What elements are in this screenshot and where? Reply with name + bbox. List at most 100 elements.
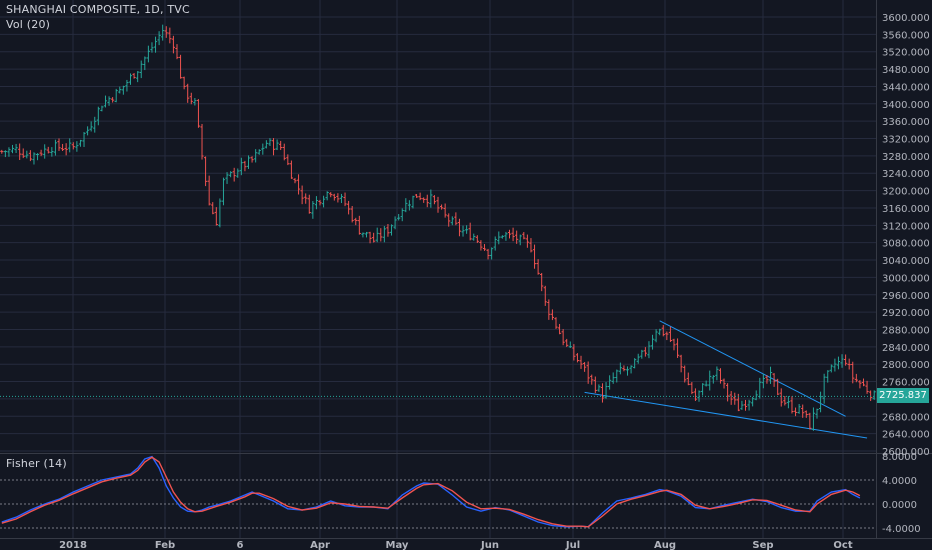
price-tick-label: 2640.000 [882, 430, 930, 441]
ohlc-bar [557, 323, 562, 335]
ohlc-bar [786, 396, 790, 409]
ohlc-bar [275, 139, 279, 151]
ohlc-bar [454, 212, 458, 226]
ohlc-bar [225, 172, 229, 184]
price-tick-label: 3280.000 [882, 152, 930, 163]
ohlc-bar [751, 397, 755, 407]
ohlc-bar [472, 233, 476, 241]
ohlc-bar [132, 73, 136, 79]
ohlc-bar [43, 144, 47, 159]
ohlc-bar [822, 373, 826, 404]
ohlc-bar [214, 207, 218, 226]
ohlc-bar [125, 79, 129, 92]
ohlc-bar [586, 361, 590, 384]
ohlc-bar [57, 138, 61, 151]
price-tick-label: 3440.000 [882, 82, 930, 93]
price-tick-label: 3360.000 [882, 117, 930, 128]
ohlc-bar [404, 198, 408, 213]
date-axis[interactable]: 2018 Feb 6 Apr May Jun Jul Aug Sep Oct [59, 540, 853, 550]
ohlc-bar [107, 96, 111, 106]
ohlc-bar [75, 141, 79, 152]
price-tick-label: 3520.000 [882, 48, 930, 59]
ohlc-bar [693, 388, 698, 401]
ohlc-bar [515, 230, 519, 244]
ohlc-bar [96, 106, 100, 126]
fisher-label[interactable]: Fisher (14) [6, 457, 67, 470]
ohlc-bar [582, 362, 587, 372]
ohlc-bar [186, 83, 190, 103]
price-tick-label: 3120.000 [882, 221, 930, 232]
ohlc-bar [754, 390, 758, 401]
ohlc-bar [264, 140, 268, 149]
ohlc-bar [196, 99, 201, 128]
ohlc-bar [414, 194, 419, 198]
price-tick-label: 2680.000 [882, 412, 930, 423]
ohlc-bar [250, 156, 254, 163]
ohlc-bar [647, 341, 651, 359]
ohlc-bar [293, 178, 297, 184]
date-tick-label: Aug [654, 540, 676, 550]
ohlc-bar [232, 167, 236, 182]
ohlc-bar [486, 248, 490, 260]
ohlc-bar [304, 193, 308, 204]
fisher-tick-label: 8.0000 [882, 452, 917, 463]
volume-label[interactable]: Vol (20) [6, 18, 51, 31]
ohlc-bar [611, 372, 615, 384]
ohlc-bar [686, 372, 690, 386]
ohlc-bar [722, 378, 726, 389]
ohlc-bar [836, 356, 841, 370]
ohlc-bar [861, 378, 866, 387]
price-axis[interactable]: 3600.000 3560.000 3520.000 3480.000 3440.000… [882, 13, 930, 535]
ohlc-bar [726, 383, 730, 402]
ohlc-bar [139, 60, 143, 79]
ohlc-bar [829, 364, 833, 373]
price-tick-label: 2960.000 [882, 291, 930, 302]
ohlc-bar [457, 218, 462, 237]
ohlc-bar [221, 177, 226, 206]
price-tick-label: 2600.000 [882, 447, 930, 458]
price-tick-label: 3160.000 [882, 204, 930, 215]
ohlc-bar [618, 362, 622, 375]
ohlc-bar [590, 374, 594, 385]
ohlc-bar [279, 140, 283, 151]
ohlc-bar [493, 236, 497, 251]
symbol-title[interactable]: SHANGHAI COMPOSITE, 1D, TVC [6, 3, 190, 16]
date-tick-label: May [386, 540, 409, 550]
ohlc-bar [543, 285, 547, 306]
ohlc-bar [468, 222, 472, 241]
date-tick-label: Sep [752, 540, 773, 550]
ohlc-bar [765, 375, 769, 384]
trendlines[interactable] [584, 320, 868, 439]
ohlc-bar [743, 399, 748, 411]
ohlc-bar [479, 240, 483, 251]
ohlc-bar [633, 358, 637, 369]
ohlc-bar [389, 224, 394, 236]
ohlc-bar [375, 227, 379, 243]
ohlc-bar [300, 185, 304, 205]
trendline[interactable] [659, 320, 846, 417]
ohlc-bar [203, 156, 208, 187]
ohlc-bar [261, 143, 265, 155]
ohlc-bar [532, 244, 537, 269]
ohlc-bar [329, 192, 333, 198]
price-tick-label: 3600.000 [882, 13, 930, 24]
ohlc-bar [450, 216, 454, 226]
ohlc-bar [168, 27, 172, 44]
ohlc-bar [218, 198, 222, 228]
ohlc-bar [164, 26, 168, 38]
ohlc-bar [729, 391, 733, 405]
ohlc-bar [257, 149, 261, 155]
ohlc-bar [797, 404, 801, 414]
ohlc-bar [704, 380, 708, 387]
ohlc-bar [53, 139, 58, 156]
ohlc-bar [715, 366, 719, 381]
ohlc-bar [668, 326, 673, 343]
ohlc-bar [482, 244, 487, 251]
ohlc-bar [640, 349, 644, 359]
ohlc-bar [118, 86, 122, 94]
trendline[interactable] [584, 391, 868, 439]
ohlc-bar [296, 174, 301, 195]
